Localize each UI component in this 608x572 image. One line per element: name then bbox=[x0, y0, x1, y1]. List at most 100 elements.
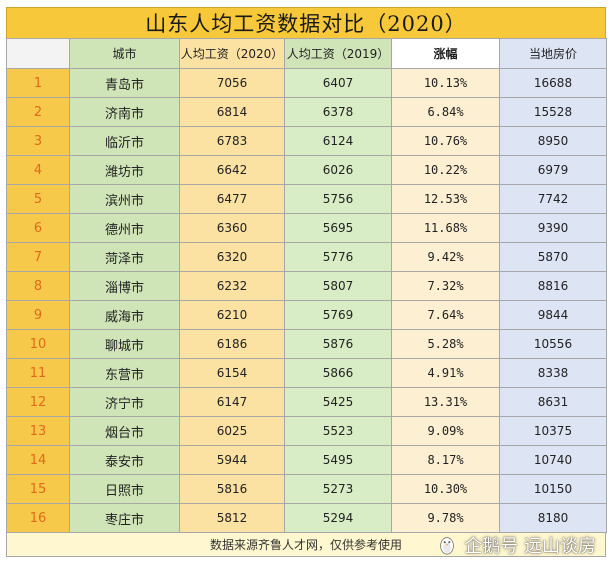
wage-2020-cell: 6360 bbox=[179, 213, 285, 243]
rank-cell: 8 bbox=[6, 271, 70, 301]
table-row: 4 潍坊市 6642 6026 10.22% 6979 bbox=[6, 155, 607, 185]
wage-2019-cell: 5425 bbox=[284, 387, 392, 417]
house-price-cell: 16688 bbox=[499, 68, 607, 98]
table-row: 3 临沂市 6783 6124 10.76% 8950 bbox=[6, 126, 607, 156]
table-row: 1 青岛市 7056 6407 10.13% 16688 bbox=[6, 68, 607, 98]
rank-cell: 16 bbox=[6, 503, 70, 533]
house-price-cell: 10375 bbox=[499, 416, 607, 446]
house-price-cell: 9390 bbox=[499, 213, 607, 243]
wage-2019-cell: 6407 bbox=[284, 68, 392, 98]
rank-cell: 10 bbox=[6, 329, 70, 359]
rank-cell: 1 bbox=[6, 68, 70, 98]
wage-2019-cell: 5273 bbox=[284, 474, 392, 504]
house-price-cell: 8950 bbox=[499, 126, 607, 156]
increase-cell: 11.68% bbox=[391, 213, 500, 243]
wage-table: 城市 人均工资（2020） 人均工资（2019） 涨幅 当地房价 1 青岛市 705… bbox=[6, 38, 607, 533]
increase-cell: 10.76% bbox=[391, 126, 500, 156]
increase-cell: 8.17% bbox=[391, 445, 500, 475]
wage-2020-cell: 6783 bbox=[179, 126, 285, 156]
header-house-price: 当地房价 bbox=[499, 38, 607, 69]
house-price-cell: 8631 bbox=[499, 387, 607, 417]
city-cell: 临沂市 bbox=[69, 126, 180, 156]
increase-cell: 10.30% bbox=[391, 474, 500, 504]
house-price-cell: 8180 bbox=[499, 503, 607, 533]
increase-cell: 12.53% bbox=[391, 184, 500, 214]
wage-2019-cell: 5695 bbox=[284, 213, 392, 243]
header-wage-2019: 人均工资（2019） bbox=[284, 38, 392, 69]
wage-2020-cell: 5816 bbox=[179, 474, 285, 504]
rank-cell: 5 bbox=[6, 184, 70, 214]
increase-cell: 9.42% bbox=[391, 242, 500, 272]
table-row: 9 威海市 6210 5769 7.64% 9844 bbox=[6, 300, 607, 330]
wage-2020-cell: 5944 bbox=[179, 445, 285, 475]
wage-2020-cell: 6147 bbox=[179, 387, 285, 417]
rank-cell: 14 bbox=[6, 445, 70, 475]
wage-2019-cell: 6026 bbox=[284, 155, 392, 185]
rank-cell: 4 bbox=[6, 155, 70, 185]
wage-2019-cell: 5866 bbox=[284, 358, 392, 388]
increase-cell: 9.09% bbox=[391, 416, 500, 446]
wage-2019-cell: 6378 bbox=[284, 97, 392, 127]
house-price-cell: 10740 bbox=[499, 445, 607, 475]
rank-cell: 12 bbox=[6, 387, 70, 417]
wage-2020-cell: 6642 bbox=[179, 155, 285, 185]
wage-2019-cell: 5876 bbox=[284, 329, 392, 359]
header-increase: 涨幅 bbox=[391, 38, 500, 69]
house-price-cell: 9844 bbox=[499, 300, 607, 330]
wage-2020-cell: 6186 bbox=[179, 329, 285, 359]
rank-cell: 6 bbox=[6, 213, 70, 243]
increase-cell: 5.28% bbox=[391, 329, 500, 359]
wage-2019-cell: 5523 bbox=[284, 416, 392, 446]
watermark: 企鹅号 远山谈房 bbox=[436, 532, 596, 558]
city-cell: 东营市 bbox=[69, 358, 180, 388]
wage-2019-cell: 5294 bbox=[284, 503, 392, 533]
city-cell: 济南市 bbox=[69, 97, 180, 127]
header-city: 城市 bbox=[69, 38, 180, 69]
wage-2020-cell: 6025 bbox=[179, 416, 285, 446]
house-price-cell: 8338 bbox=[499, 358, 607, 388]
increase-cell: 6.84% bbox=[391, 97, 500, 127]
table-row: 14 泰安市 5944 5495 8.17% 10740 bbox=[6, 445, 607, 475]
rank-cell: 2 bbox=[6, 97, 70, 127]
table-row: 2 济南市 6814 6378 6.84% 15528 bbox=[6, 97, 607, 127]
table-row: 16 枣庄市 5812 5294 9.78% 8180 bbox=[6, 503, 607, 533]
table-row: 5 滨州市 6477 5756 12.53% 7742 bbox=[6, 184, 607, 214]
wage-2019-cell: 5776 bbox=[284, 242, 392, 272]
rank-cell: 13 bbox=[6, 416, 70, 446]
city-cell: 济宁市 bbox=[69, 387, 180, 417]
table-row: 15 日照市 5816 5273 10.30% 10150 bbox=[6, 474, 607, 504]
wage-2020-cell: 6477 bbox=[179, 184, 285, 214]
city-cell: 聊城市 bbox=[69, 329, 180, 359]
rank-cell: 7 bbox=[6, 242, 70, 272]
wage-2020-cell: 6814 bbox=[179, 97, 285, 127]
wage-2019-cell: 5756 bbox=[284, 184, 392, 214]
header-wage-2020: 人均工资（2020） bbox=[179, 38, 285, 69]
table-row: 13 烟台市 6025 5523 9.09% 10375 bbox=[6, 416, 607, 446]
city-cell: 德州市 bbox=[69, 213, 180, 243]
wage-2019-cell: 5807 bbox=[284, 271, 392, 301]
wage-2020-cell: 5812 bbox=[179, 503, 285, 533]
city-cell: 泰安市 bbox=[69, 445, 180, 475]
table-row: 6 德州市 6360 5695 11.68% 9390 bbox=[6, 213, 607, 243]
wage-comparison-table-image: 山东人均工资数据对比（2020） 城市 人均工资（2020） 人均工资（2019… bbox=[6, 7, 607, 557]
city-cell: 淄博市 bbox=[69, 271, 180, 301]
source-note: 数据来源齐鲁人才网，仅供参考使用 bbox=[6, 533, 606, 557]
increase-cell: 7.64% bbox=[391, 300, 500, 330]
table-row: 11 东营市 6154 5866 4.91% 8338 bbox=[6, 358, 607, 388]
rank-cell: 11 bbox=[6, 358, 70, 388]
rank-cell: 15 bbox=[6, 474, 70, 504]
table-row: 8 淄博市 6232 5807 7.32% 8816 bbox=[6, 271, 607, 301]
wage-2020-cell: 6320 bbox=[179, 242, 285, 272]
table-row: 10 聊城市 6186 5876 5.28% 10556 bbox=[6, 329, 607, 359]
house-price-cell: 6979 bbox=[499, 155, 607, 185]
wage-2020-cell: 7056 bbox=[179, 68, 285, 98]
city-cell: 枣庄市 bbox=[69, 503, 180, 533]
rank-cell: 3 bbox=[6, 126, 70, 156]
house-price-cell: 10556 bbox=[499, 329, 607, 359]
city-cell: 菏泽市 bbox=[69, 242, 180, 272]
table-row: 12 济宁市 6147 5425 13.31% 8631 bbox=[6, 387, 607, 417]
wage-2020-cell: 6210 bbox=[179, 300, 285, 330]
wage-2020-cell: 6232 bbox=[179, 271, 285, 301]
house-price-cell: 5870 bbox=[499, 242, 607, 272]
house-price-cell: 7742 bbox=[499, 184, 607, 214]
